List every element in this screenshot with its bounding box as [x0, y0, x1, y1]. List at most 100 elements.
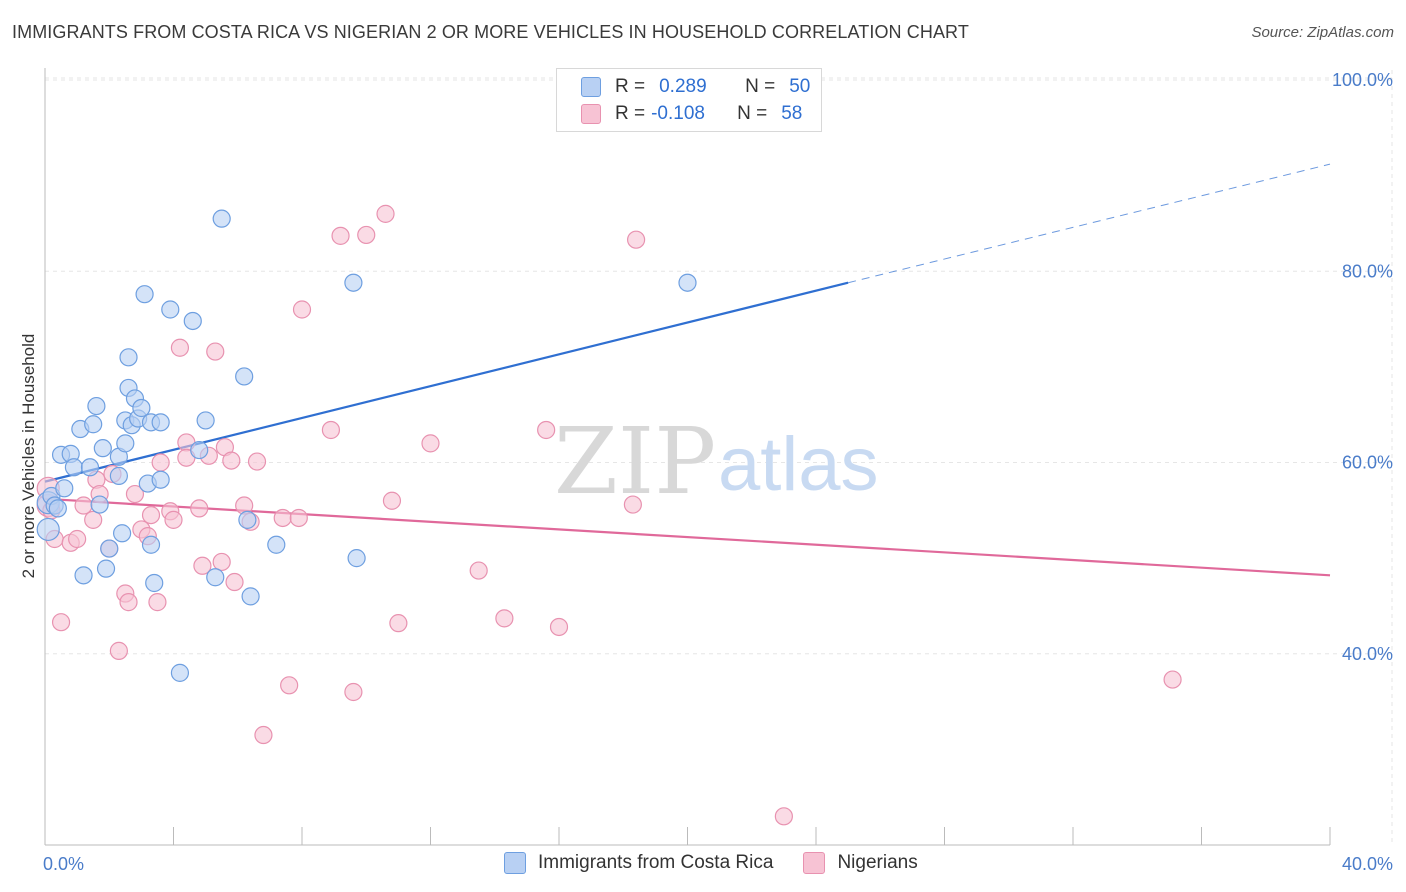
data-point-costa-rica	[151, 470, 170, 489]
data-point-nigerians	[421, 434, 440, 453]
legend-swatch-blue	[581, 77, 601, 97]
trend-line-costa-rica	[44, 281, 849, 483]
data-point-nigerians	[212, 552, 231, 572]
data-point-costa-rica	[109, 466, 128, 485]
data-point-costa-rica	[64, 458, 84, 477]
legend-r-value: 0.289	[659, 76, 707, 97]
data-point-nigerians	[225, 572, 244, 592]
y-tick-label: 100.0%	[1332, 70, 1393, 90]
data-point-nigerians	[164, 510, 183, 529]
data-point-nigerians	[125, 484, 145, 504]
data-point-nigerians	[109, 641, 128, 660]
data-point-costa-rica	[241, 587, 260, 606]
y-tick-label: 60.0%	[1342, 453, 1393, 473]
data-point-nigerians	[247, 452, 267, 471]
data-point-nigerians	[469, 561, 488, 580]
data-point-nigerians	[1163, 670, 1182, 689]
data-point-costa-rica	[93, 439, 112, 458]
trend-lines	[44, 163, 1331, 577]
data-point-nigerians	[222, 451, 241, 470]
data-point-costa-rica	[347, 549, 366, 568]
legend-r-value: -0.108	[651, 103, 705, 124]
series-legend: Immigrants from Costa Rica Nigerians	[504, 852, 948, 874]
data-point-nigerians	[389, 614, 408, 633]
data-point-costa-rica	[212, 209, 231, 228]
data-point-nigerians	[549, 617, 569, 637]
data-point-nigerians	[344, 682, 363, 702]
data-point-nigerians	[151, 453, 170, 472]
data-point-costa-rica	[96, 559, 116, 578]
data-point-costa-rica	[87, 396, 106, 416]
trend-line-nigerians	[44, 497, 1331, 577]
data-point-nigerians	[331, 226, 350, 245]
legend-n-label: N =	[737, 103, 768, 124]
legend-n-label: N =	[745, 76, 776, 97]
source-label: Source: ZipAtlas.com	[1251, 24, 1394, 41]
data-point-costa-rica	[48, 499, 67, 518]
y-tick-label: 40.0%	[1342, 644, 1393, 664]
data-point-costa-rica	[267, 535, 286, 554]
data-point-nigerians	[774, 807, 793, 826]
series-legend-label: Immigrants from Costa Rica	[538, 852, 774, 873]
data-point-costa-rica	[238, 510, 257, 529]
data-point-nigerians	[84, 510, 103, 529]
data-point-nigerians	[495, 609, 514, 628]
legend-r-label: R =	[615, 76, 646, 97]
legend-n-value: 58	[781, 103, 803, 124]
data-point-costa-rica	[116, 434, 135, 453]
data-point-nigerians	[292, 300, 312, 319]
data-point-costa-rica	[141, 535, 161, 554]
data-point-costa-rica	[170, 663, 190, 682]
data-point-costa-rica	[183, 311, 202, 331]
axes	[44, 68, 1331, 846]
x-tick-label: 0.0%	[43, 854, 84, 874]
data-point-nigerians	[148, 593, 167, 612]
data-point-costa-rica	[112, 524, 132, 543]
watermark: ZIP atlas	[554, 408, 879, 515]
data-point-nigerians	[206, 342, 225, 361]
y-axis-label: 2 or more Vehicles in Household	[19, 334, 38, 579]
data-point-nigerians	[626, 230, 646, 249]
legend-swatch-pink	[581, 104, 601, 124]
data-point-nigerians	[51, 613, 71, 632]
series-swatch-pink	[803, 852, 826, 874]
data-point-costa-rica	[135, 285, 154, 304]
legend-r-label: R =	[615, 103, 646, 124]
series-swatch-blue	[504, 852, 526, 874]
data-point-costa-rica	[90, 495, 109, 514]
data-point-costa-rica	[36, 517, 60, 542]
legend-n-value: 50	[789, 76, 811, 97]
stats-legend: R = 0.289 N = 50 R = -0.108 N = 58	[556, 68, 822, 132]
data-point-costa-rica	[119, 348, 138, 367]
data-point-nigerians	[119, 593, 138, 612]
data-point-costa-rica	[235, 367, 254, 386]
series-legend-item-nigerians: Nigerians	[803, 852, 918, 874]
tick-labels: 40.0% 60.0% 80.0% 100.0% 0.0% 40.0%	[43, 70, 1393, 874]
data-point-nigerians	[273, 508, 292, 528]
data-point-nigerians	[623, 495, 642, 514]
data-point-costa-rica	[84, 415, 103, 434]
series-legend-item-costa-rica: Immigrants from Costa Rica	[504, 852, 773, 874]
data-point-costa-rica	[190, 440, 209, 460]
series-legend-label: Nigerians	[837, 852, 918, 873]
x-tick-label: 40.0%	[1342, 854, 1393, 874]
data-point-costa-rica	[100, 539, 119, 558]
data-point-nigerians	[68, 529, 87, 549]
data-point-nigerians	[141, 505, 161, 525]
data-point-costa-rica	[55, 479, 74, 498]
watermark-atlas: atlas	[718, 422, 879, 507]
chart-title: IMMIGRANTS FROM COSTA RICA VS NIGERIAN 2…	[12, 22, 969, 42]
y-tick-label: 80.0%	[1342, 261, 1393, 281]
data-point-nigerians	[280, 676, 299, 695]
data-point-costa-rica	[196, 411, 215, 430]
data-point-nigerians	[289, 508, 308, 528]
data-point-nigerians	[193, 556, 212, 575]
data-point-costa-rica	[206, 568, 225, 587]
data-point-costa-rica	[145, 573, 164, 593]
data-point-nigerians	[537, 420, 556, 440]
data-point-nigerians	[376, 204, 395, 223]
data-point-nigerians	[382, 491, 402, 510]
data-point-costa-rica	[344, 273, 363, 292]
data-point-costa-rica	[678, 273, 697, 292]
data-point-costa-rica	[161, 300, 180, 319]
